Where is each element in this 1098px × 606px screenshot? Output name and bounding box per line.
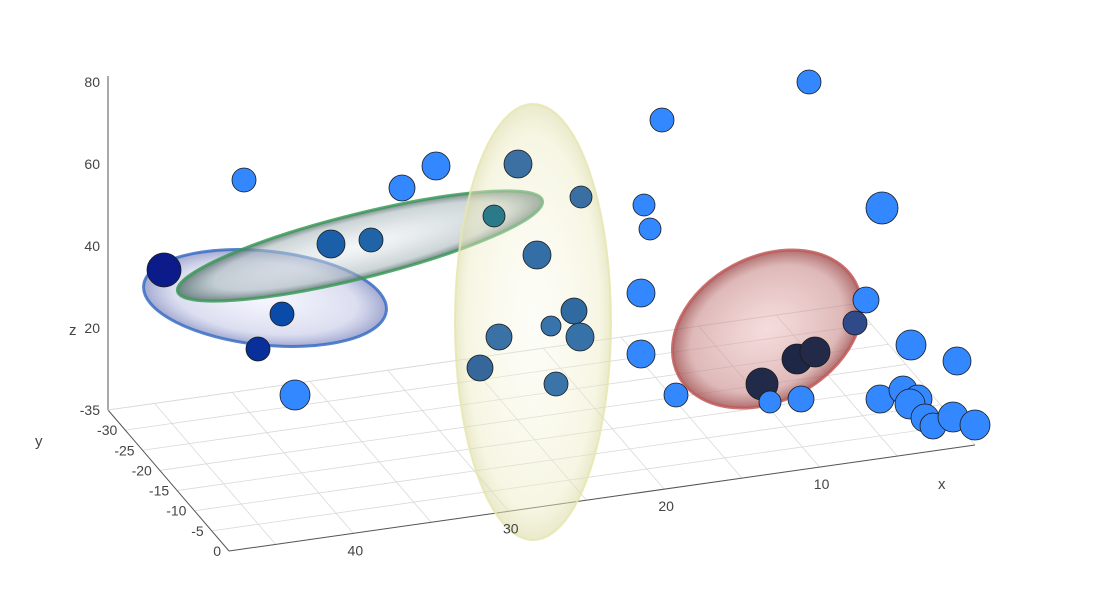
scatter-point xyxy=(316,229,346,259)
scatter-point xyxy=(482,204,506,228)
scatter-point xyxy=(540,315,562,337)
y-tick-label: -35 xyxy=(80,402,100,418)
scatter-point xyxy=(799,336,831,368)
z-tick-label: 60 xyxy=(84,156,100,172)
z-tick-label: 40 xyxy=(84,238,100,254)
y-tick-label: -20 xyxy=(132,462,152,478)
scatter-point xyxy=(388,174,416,202)
scatter-point xyxy=(842,310,868,336)
x-tick-label: 20 xyxy=(658,498,674,514)
scatter-point xyxy=(269,301,295,327)
scatter-point xyxy=(245,336,271,362)
scatter-point xyxy=(565,322,595,352)
scatter-point xyxy=(942,346,972,376)
y-tick-label: 0 xyxy=(213,543,221,559)
y-tick-label: -15 xyxy=(149,483,169,499)
scatter-point xyxy=(503,149,533,179)
x-tick-label: 40 xyxy=(348,542,364,558)
y-axis-line xyxy=(107,409,230,552)
z-tick-label: 80 xyxy=(84,74,100,90)
y-tick-label: -30 xyxy=(97,422,117,438)
scatter-point xyxy=(231,167,257,193)
z-tick-label: 20 xyxy=(84,320,100,336)
scatter-point xyxy=(358,227,384,253)
scatter-point xyxy=(279,379,311,411)
scatter-point xyxy=(485,323,513,351)
scatter-point xyxy=(569,185,593,209)
scatter-point xyxy=(632,193,656,217)
ellipsoid-yellow xyxy=(454,103,612,541)
scatter-point xyxy=(146,252,182,288)
y-tick-label: -10 xyxy=(166,503,186,519)
z-axis-title: z xyxy=(69,322,77,339)
scatter-point xyxy=(522,240,552,270)
x-tick-label: 30 xyxy=(503,520,519,536)
scatter-point xyxy=(638,217,662,241)
scatter-point xyxy=(959,409,991,441)
scatter-point xyxy=(663,382,689,408)
y-tick-label: -25 xyxy=(114,442,134,458)
scatter-point xyxy=(895,329,927,361)
grid-line-x xyxy=(232,392,354,534)
scatter-point xyxy=(626,278,656,308)
y-tick-label: -5 xyxy=(191,523,204,539)
scatter-point xyxy=(865,191,899,225)
scatter-point xyxy=(649,107,675,133)
scatter-point xyxy=(421,151,451,181)
scatter-point xyxy=(626,339,656,369)
y-axis-title: y xyxy=(35,433,43,450)
x-tick-label: 10 xyxy=(814,476,830,492)
scatter-point xyxy=(796,69,822,95)
ellipsoid-layer xyxy=(142,103,864,541)
scatter-point xyxy=(787,385,815,413)
grid-line-x xyxy=(309,381,432,523)
points-front xyxy=(146,69,991,441)
scatter-point xyxy=(852,286,880,314)
scatter-point xyxy=(758,390,782,414)
tick-labels: 10 20 30 40 0 -5 -10 -15 -20 -25 -30 -35 20 40 60 80 xyxy=(80,74,830,559)
scatter-point xyxy=(560,297,588,325)
scatter-point xyxy=(543,371,569,397)
grid-line-x xyxy=(154,403,276,545)
x-axis-title: x xyxy=(938,476,946,493)
x-axis-line xyxy=(228,444,976,552)
scatter-point xyxy=(466,354,494,382)
